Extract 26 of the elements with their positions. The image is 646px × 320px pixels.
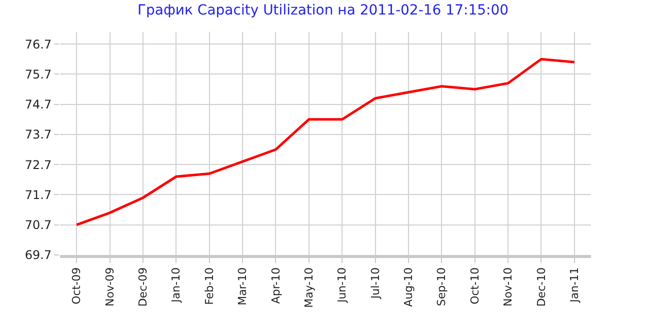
y-tick-label: 71.7 [24,188,52,202]
chart-title: График Capacity Utilization на 2011-02-16 17:15:00 [137,2,509,19]
x-tick-label: Nov-09 [103,267,116,307]
y-tick-label: 69.7 [24,248,52,262]
x-tick-label: Aug-10 [402,267,416,307]
y-tick-label: 73.7 [24,128,52,142]
y-tick-label: 72.7 [24,158,52,172]
y-tick-label: 74.7 [24,98,52,112]
x-tick-label: Dec-09 [136,267,150,307]
x-tick-label: Nov-10 [502,267,515,307]
y-tick-label: 70.7 [24,218,52,232]
x-tick-label: Oct-09 [70,267,84,304]
x-tick-label: Jan-11 [568,267,581,304]
x-tick-label: Jul-10 [368,267,382,300]
x-tick-label: Jun-10 [336,267,349,304]
x-tick-label: Dec-10 [534,267,548,307]
x-tick-label: Jan-10 [170,267,183,304]
y-tick-label: 75.7 [24,67,52,82]
x-tick-label: Apr-10 [269,267,282,304]
line-series [75,58,576,226]
x-tick-label: Mar-10 [236,267,250,306]
x-tick-label: May-10 [302,267,316,308]
y-tick-label: 76.7 [24,37,52,52]
x-tick-label: Oct-10 [468,267,482,304]
x-tick-label: Sep-10 [435,267,448,306]
x-tick-label: Feb-10 [202,267,216,305]
